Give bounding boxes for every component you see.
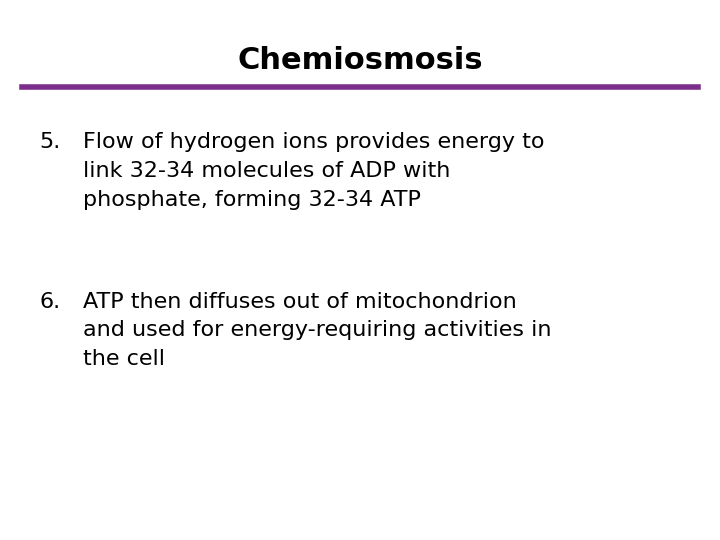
Text: 5.: 5. [40, 132, 61, 152]
Text: Chemiosmosis: Chemiosmosis [237, 46, 483, 75]
Text: ATP then diffuses out of mitochondrion
and used for energy-requiring activities : ATP then diffuses out of mitochondrion a… [83, 292, 552, 369]
Text: Flow of hydrogen ions provides energy to
link 32-34 molecules of ADP with
phosph: Flow of hydrogen ions provides energy to… [83, 132, 544, 210]
Text: 6.: 6. [40, 292, 60, 312]
